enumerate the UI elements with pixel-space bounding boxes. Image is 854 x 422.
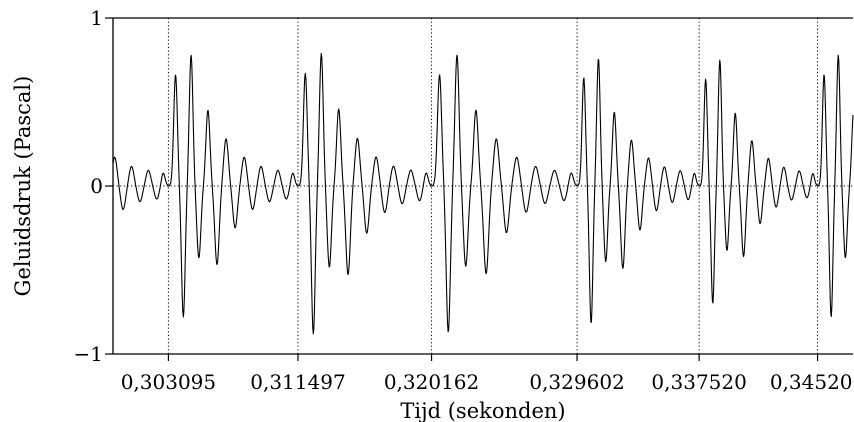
- tick-labels: 0,303095 0,311497 0,320162 0,329602 0,337520…: [74, 6, 854, 394]
- x-tick-label: 0,320162: [384, 370, 479, 394]
- x-axis-title: Tijd (sekonden): [400, 399, 565, 422]
- x-tick-label: 0,311497: [250, 370, 345, 394]
- x-tick-label: 0,337520: [651, 370, 746, 394]
- y-tick-label: 1: [90, 6, 103, 30]
- axes: [105, 17, 853, 361]
- pressure-waveform-line: [112, 52, 854, 335]
- series-layer: [112, 52, 854, 335]
- grid-lines: [113, 18, 853, 354]
- x-tick-label: 0,329602: [529, 370, 624, 394]
- y-axis-title: Geluidsdruk (Pascal): [11, 76, 35, 297]
- y-tick-label: 0: [90, 174, 103, 198]
- y-tick-label: −1: [74, 342, 103, 366]
- x-tick-label: 0,303095: [121, 370, 216, 394]
